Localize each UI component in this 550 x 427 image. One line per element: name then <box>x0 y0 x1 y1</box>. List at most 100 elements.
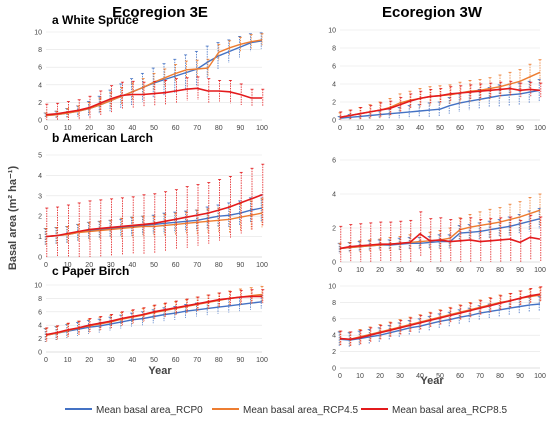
y-tick-label: 4 <box>332 192 336 199</box>
x-tick-label: 60 <box>172 262 180 269</box>
x-tick-label: 70 <box>476 267 484 274</box>
series-rcp85-line <box>45 87 262 116</box>
y-tick-label: 1 <box>38 234 42 241</box>
x-tick-label: 50 <box>150 262 158 269</box>
x-tick-label: 60 <box>456 125 464 132</box>
legend: Mean basal area_RCP0 Mean basal area_RCP… <box>65 405 508 416</box>
y-tick-label: 2 <box>38 336 42 343</box>
y-tick-label: 8 <box>38 47 42 54</box>
x-tick-label: 40 <box>129 357 137 364</box>
x-tick-label: 80 <box>496 373 504 380</box>
x-tick-label: 50 <box>150 357 158 364</box>
x-tick-label: 80 <box>215 357 223 364</box>
y-tick-label: 0 <box>38 255 42 262</box>
x-tick-label: 0 <box>338 125 342 132</box>
series-rcp0-line <box>339 303 541 341</box>
x-tick-label: 40 <box>416 125 424 132</box>
legend-label-rcp85: Mean basal area_RCP8.5 <box>392 405 508 416</box>
y-tick-label: 10 <box>34 283 42 290</box>
x-tick-label: 0 <box>44 125 48 132</box>
x-tick-label: 90 <box>516 125 524 132</box>
x-tick-label: 50 <box>436 373 444 380</box>
x-tick-label: 40 <box>129 262 137 269</box>
legend-label-rcp0: Mean basal area_RCP0 <box>96 405 203 416</box>
series-rcp45 <box>44 198 264 245</box>
series-rcp0 <box>43 32 263 119</box>
x-tick-label: 100 <box>256 125 268 132</box>
y-tick-label: 6 <box>332 64 336 71</box>
x-tick-label: 20 <box>376 125 384 132</box>
legend-label-rcp45: Mean basal area_RCP4.5 <box>243 405 359 416</box>
x-tick-label: 60 <box>456 373 464 380</box>
series-rcp0 <box>43 294 263 342</box>
series-rcp85 <box>339 80 543 120</box>
y-tick-label: 8 <box>332 46 336 53</box>
x-tick-label: 10 <box>64 262 72 269</box>
series-rcp45-line <box>45 212 263 238</box>
x-tick-label: 100 <box>534 125 546 132</box>
y-tick-label: 6 <box>38 309 42 316</box>
x-tick-label: 20 <box>85 357 93 364</box>
y-tick-label: 2 <box>332 100 336 107</box>
x-tick-label: 90 <box>516 267 524 274</box>
series-rcp85 <box>45 289 265 342</box>
x-tick-label: 90 <box>237 262 245 269</box>
x-tick-label: 100 <box>256 262 268 269</box>
y-tick-label: 6 <box>332 316 336 323</box>
x-tick-label: 90 <box>237 357 245 364</box>
y-tick-label: 6 <box>38 65 42 72</box>
column-title-ecoregion-3e: Ecoregion 3E <box>112 4 208 21</box>
y-tick-label: 4 <box>38 173 42 180</box>
x-tick-label: 30 <box>396 267 404 274</box>
y-tick-label: 0 <box>332 118 336 125</box>
series-rcp85-line <box>339 87 541 119</box>
x-axis-label-right: Year <box>420 375 444 387</box>
x-tick-label: 0 <box>44 262 48 269</box>
y-tick-label: 10 <box>328 284 336 291</box>
series-rcp85 <box>45 76 265 120</box>
x-tick-label: 80 <box>215 125 223 132</box>
y-tick-label: 10 <box>328 28 336 35</box>
x-tick-label: 30 <box>107 125 115 132</box>
series-rcp85 <box>45 163 265 257</box>
x-tick-label: 60 <box>172 357 180 364</box>
y-tick-label: 0 <box>332 260 336 267</box>
x-tick-label: 20 <box>85 125 93 132</box>
x-tick-label: 10 <box>64 357 72 364</box>
x-tick-label: 30 <box>107 357 115 364</box>
x-tick-label: 40 <box>129 125 137 132</box>
x-tick-label: 0 <box>338 267 342 274</box>
series-rcp0-line <box>339 89 541 119</box>
y-tick-label: 4 <box>332 333 336 340</box>
series-rcp85 <box>339 211 543 262</box>
series-rcp85-line <box>45 194 263 238</box>
column-title-ecoregion-3w: Ecoregion 3W <box>382 4 483 21</box>
x-tick-label: 60 <box>172 125 180 132</box>
x-tick-label: 70 <box>193 125 201 132</box>
x-tick-label: 50 <box>436 125 444 132</box>
x-tick-label: 50 <box>436 267 444 274</box>
series-rcp45 <box>44 33 264 119</box>
panel-title: b American Larch <box>52 131 153 145</box>
y-tick-label: 8 <box>332 300 336 307</box>
x-tick-label: 70 <box>193 357 201 364</box>
y-tick-label: 4 <box>38 82 42 89</box>
x-tick-label: 90 <box>516 373 524 380</box>
y-tick-label: 0 <box>38 118 42 125</box>
y-tick-label: 4 <box>38 323 42 330</box>
x-tick-label: 70 <box>476 373 484 380</box>
y-axis-label: Basal area (m² ha⁻¹) <box>7 166 19 271</box>
y-tick-label: 3 <box>38 193 42 200</box>
x-tick-label: 70 <box>193 262 201 269</box>
x-tick-label: 60 <box>456 267 464 274</box>
y-tick-label: 0 <box>38 350 42 357</box>
x-tick-label: 70 <box>476 125 484 132</box>
x-tick-label: 10 <box>64 125 72 132</box>
series-rcp85-line <box>339 293 541 341</box>
series-rcp45-line <box>45 39 263 117</box>
y-tick-label: 10 <box>34 30 42 37</box>
